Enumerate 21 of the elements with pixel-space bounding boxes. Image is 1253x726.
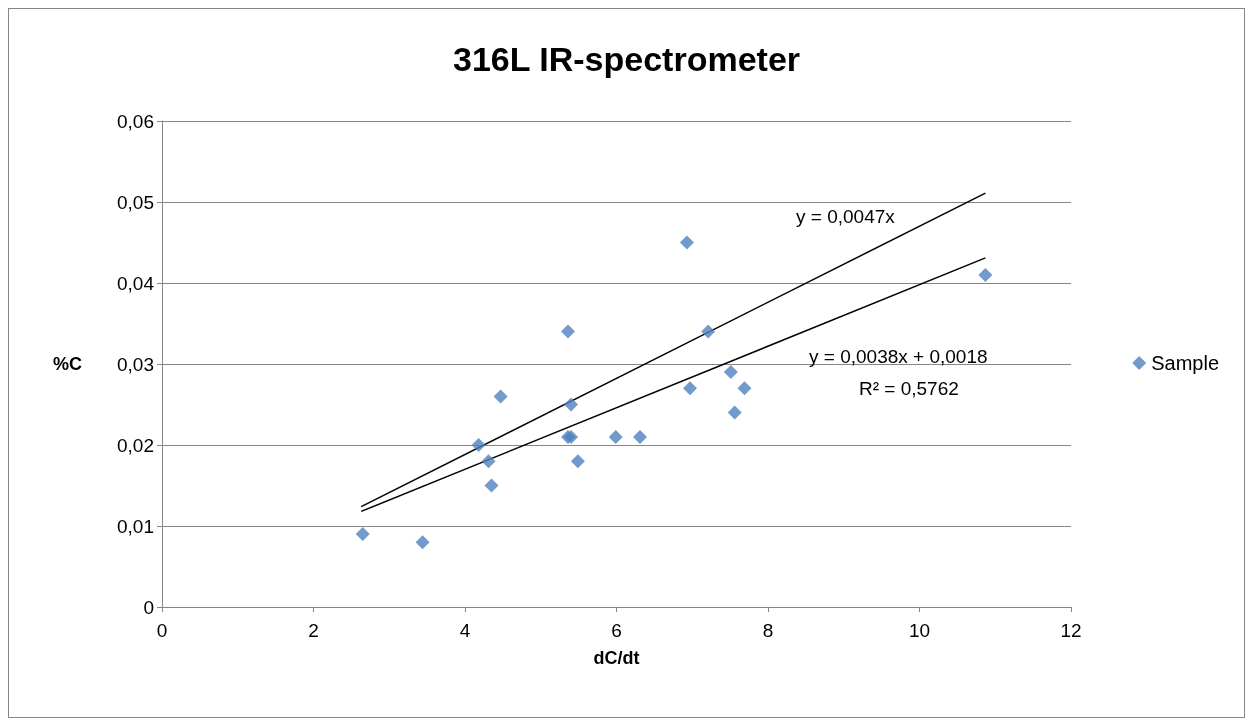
annotation: y = 0,0047x <box>796 206 896 227</box>
y-tick-label: 0,05 <box>117 191 154 213</box>
y-tick-label: 0,02 <box>117 434 154 456</box>
x-tick-label: 0 <box>156 620 168 641</box>
x-tick-label: 2 <box>308 620 319 641</box>
y-tick-label: 0,04 <box>117 272 155 294</box>
x-tick-label: 10 <box>908 620 931 641</box>
annotation: y = 0,0038x + 0,0018 <box>809 346 988 367</box>
annotation: R² = 0,5762 <box>859 378 959 399</box>
chart-title: 316L IR-spectrometer <box>452 40 801 78</box>
y-tick-label: 0,01 <box>117 515 154 537</box>
y-axis-title: %C <box>52 354 82 374</box>
x-axis-title: dC/dt <box>593 648 640 668</box>
x-tick-label: 6 <box>611 620 622 641</box>
x-tick-label: 4 <box>459 620 471 641</box>
y-tick-label: 0,03 <box>117 353 154 375</box>
x-tick-label: 12 <box>1060 620 1082 641</box>
y-tick-label: 0,06 <box>117 110 154 132</box>
legend-label: Sample <box>1151 352 1219 374</box>
y-tick-label: 0 <box>143 596 154 618</box>
x-tick-label: 8 <box>762 620 774 641</box>
